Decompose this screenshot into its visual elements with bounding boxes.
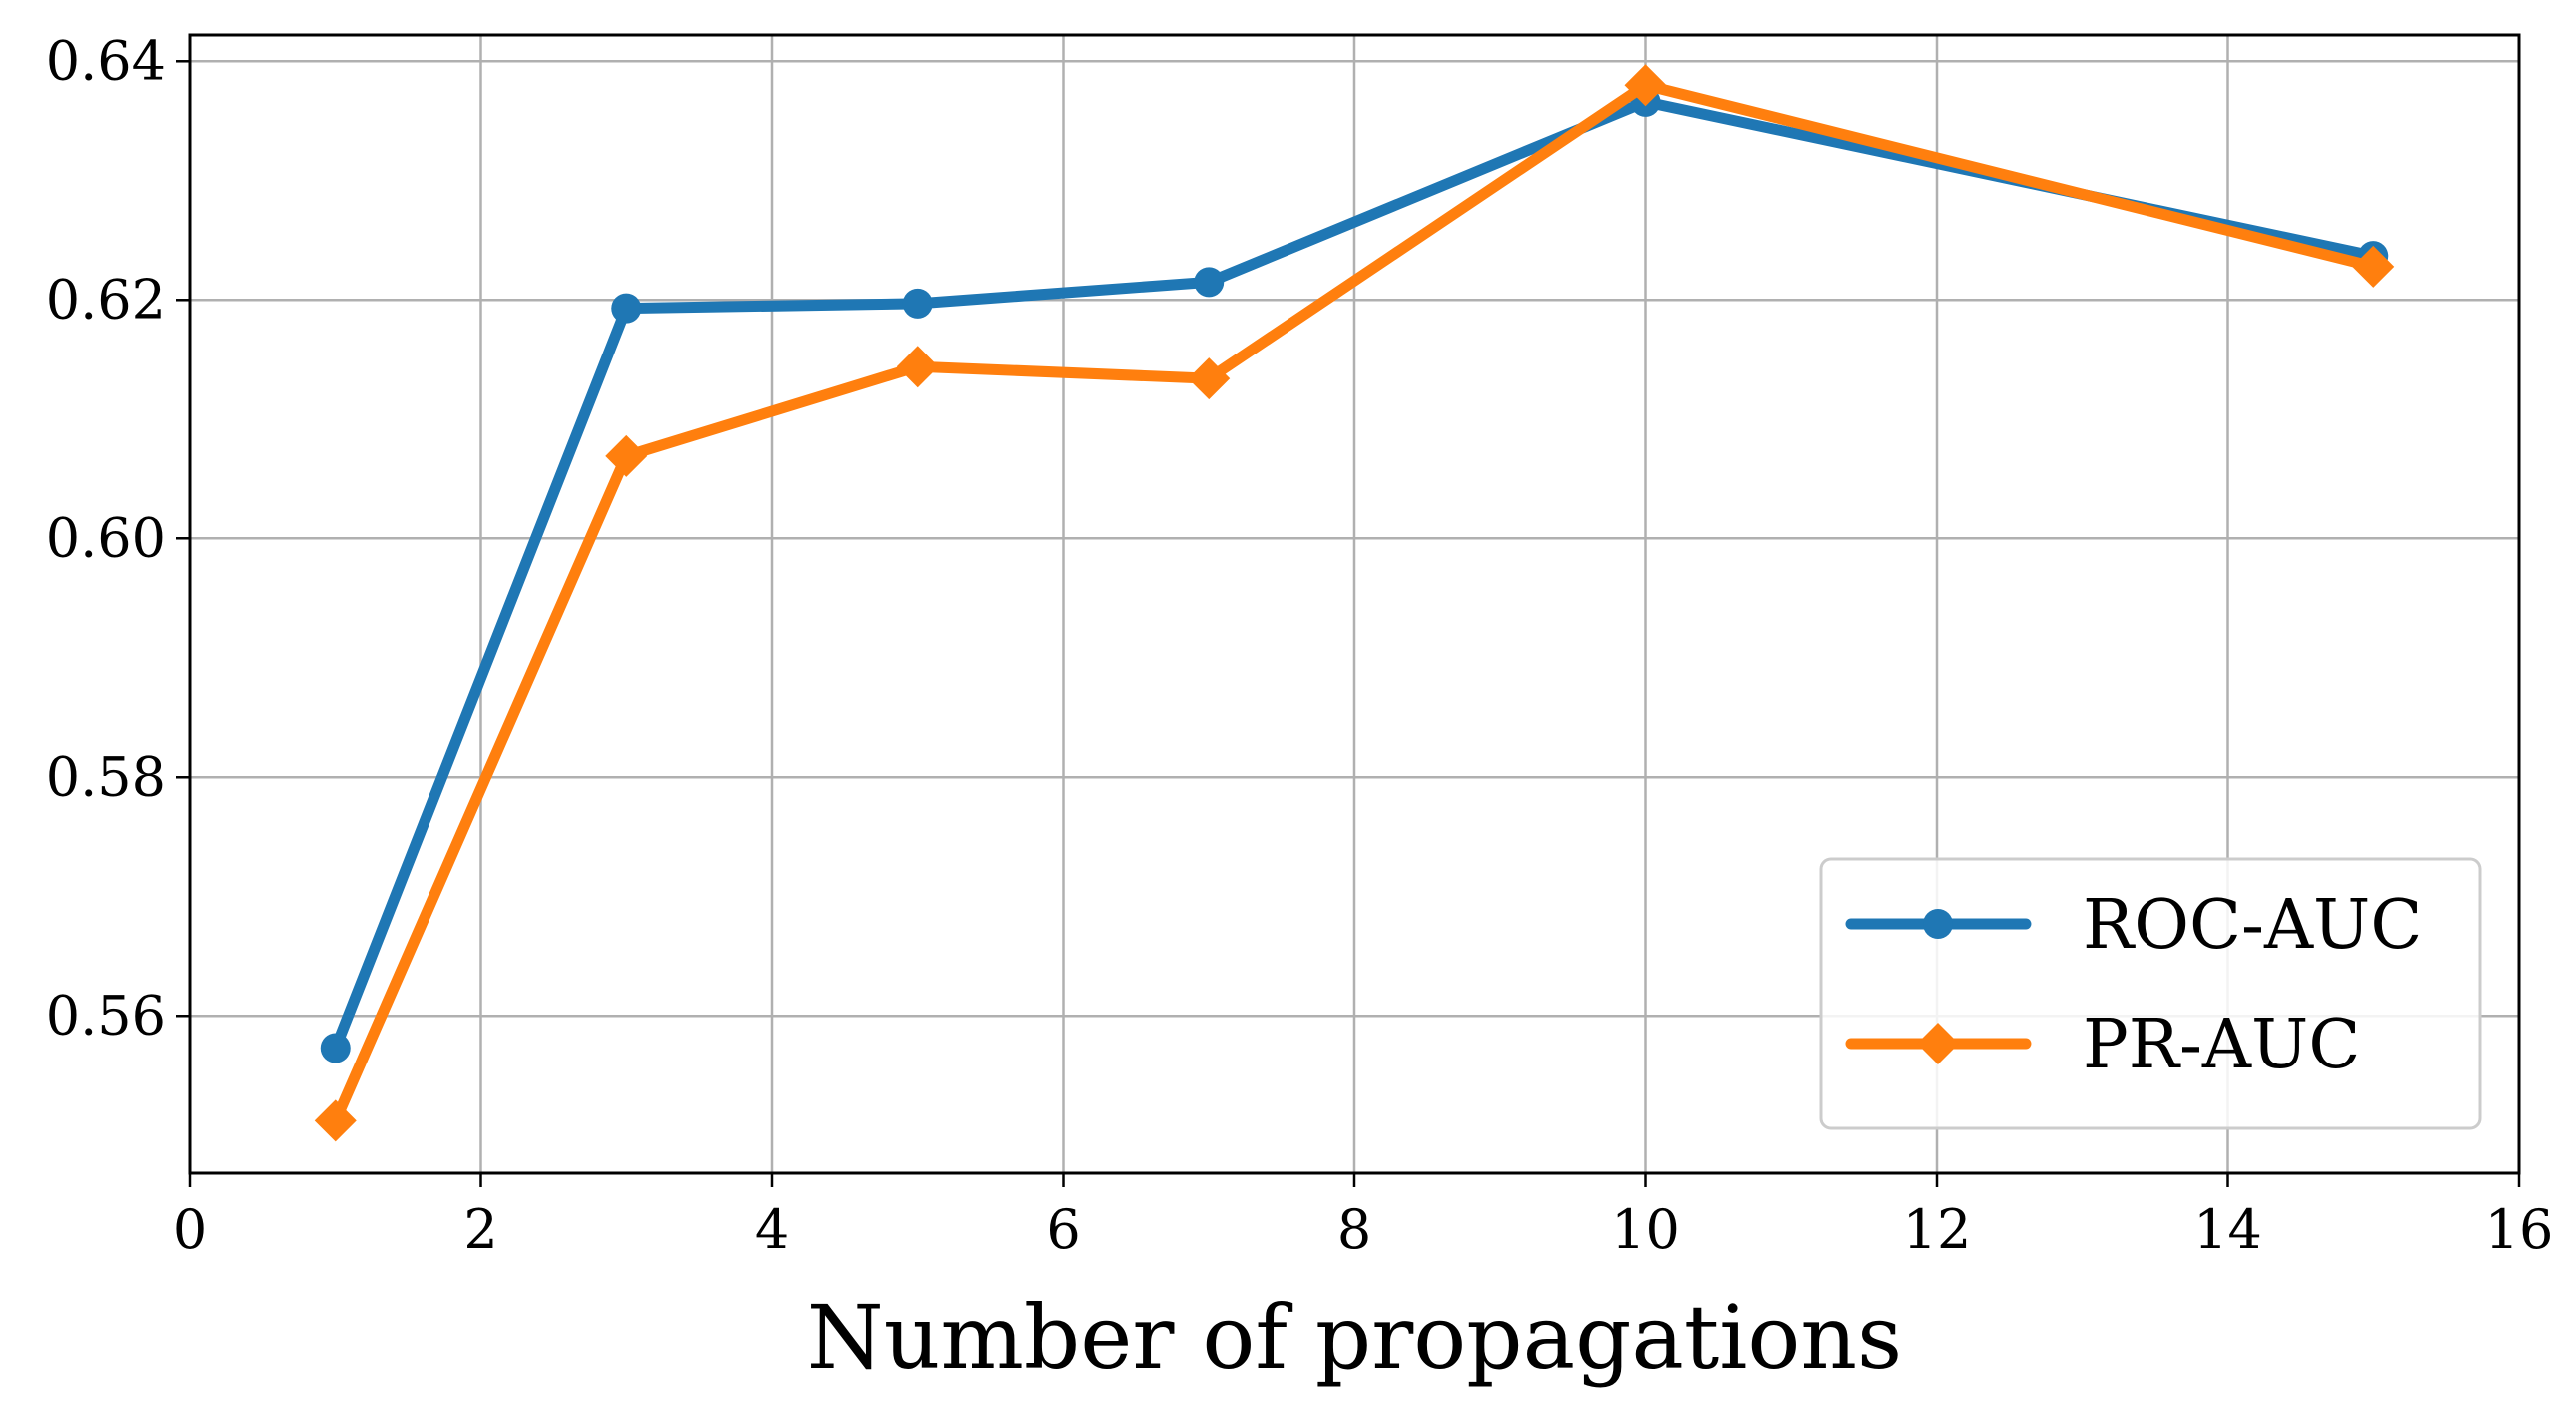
data-point-pr-auc xyxy=(2352,245,2395,288)
x-tick-label: 0 xyxy=(173,1198,207,1261)
series-line-roc-auc xyxy=(330,96,2379,1055)
legend: ROC-AUC PR-AUC xyxy=(1819,857,2482,1130)
legend-label: ROC-AUC xyxy=(2083,886,2422,965)
x-tick-label: 10 xyxy=(1611,1198,1680,1261)
data-point-pr-auc xyxy=(1624,64,1667,107)
data-point-roc-auc xyxy=(1194,267,1225,298)
x-tick-label: 4 xyxy=(755,1198,789,1261)
y-tick-label: 0.56 xyxy=(46,984,166,1047)
x-tick-label: 12 xyxy=(1903,1198,1972,1261)
legend-label: PR-AUC xyxy=(2083,1006,2360,1084)
x-axis-title: Number of propagations xyxy=(807,1286,1902,1389)
legend-item-pr-auc: PR-AUC xyxy=(1845,1006,2360,1084)
data-point-roc-auc xyxy=(902,288,933,319)
data-point-roc-auc xyxy=(320,1033,351,1063)
x-tick-label: 6 xyxy=(1046,1198,1080,1261)
series-layer xyxy=(314,64,2395,1142)
y-tick-label: 0.62 xyxy=(46,268,166,331)
data-point-pr-auc xyxy=(314,1099,357,1142)
y-tick-label: 0.64 xyxy=(46,29,166,92)
data-point-pr-auc xyxy=(605,434,648,477)
series-pr-auc xyxy=(314,64,2395,1142)
legend-item-roc-auc: ROC-AUC xyxy=(1845,886,2422,965)
x-tick-label: 16 xyxy=(2485,1198,2554,1261)
series-roc-auc xyxy=(320,86,2389,1063)
series-line-pr-auc xyxy=(330,79,2379,1126)
x-tick-label: 8 xyxy=(1337,1198,1371,1261)
axis-ticks: 0 2 4 6 8 10 12 14 16 0.56 0.58 0.60 0.62 0.64 xyxy=(46,29,2554,1261)
data-point-pr-auc xyxy=(896,346,939,388)
legend-marker xyxy=(1923,909,1953,939)
y-tick-label: 0.58 xyxy=(46,745,166,808)
x-tick-label: 2 xyxy=(463,1198,497,1261)
data-point-pr-auc xyxy=(1188,357,1231,400)
data-point-roc-auc xyxy=(611,293,642,324)
legend-marker xyxy=(1917,1023,1959,1064)
x-tick-label: 14 xyxy=(2193,1198,2262,1261)
y-tick-label: 0.60 xyxy=(46,506,166,569)
